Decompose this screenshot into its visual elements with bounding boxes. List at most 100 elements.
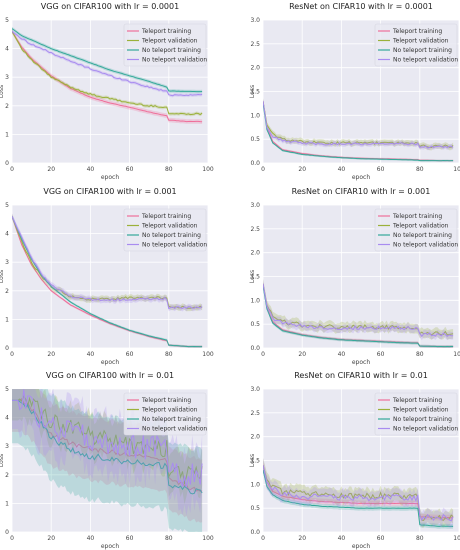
series-band <box>263 278 454 340</box>
x-tick-label: 80 <box>165 351 173 358</box>
x-axis-label: epoch <box>101 174 119 181</box>
legend-box <box>123 392 207 436</box>
series-line <box>12 389 203 488</box>
plot-series-layer <box>263 278 454 348</box>
series-line <box>12 395 203 485</box>
x-axis-label: epoch <box>352 359 370 366</box>
y-tick-label: 1.0 <box>250 481 260 488</box>
x-tick-label: 0 <box>10 535 14 542</box>
y-tick-label: 1.5 <box>250 458 260 465</box>
chart-title: ResNet on CIFAR10 with lr = 0.001 <box>292 187 431 196</box>
x-tick-label: 20 <box>47 351 55 358</box>
legend: Teleport training Teleport validation No t… <box>374 208 458 252</box>
y-tick-label: 0.5 <box>250 505 260 512</box>
y-tick-label: 2.0 <box>250 434 260 441</box>
legend-entry: No teleport validation <box>142 242 207 249</box>
y-tick-label: 2.5 <box>250 226 260 233</box>
x-tick-label: 60 <box>377 535 385 542</box>
series-line <box>12 216 203 309</box>
x-tick-label: 60 <box>377 351 385 358</box>
x-tick-label: 80 <box>165 166 173 173</box>
series-band <box>12 29 203 117</box>
y-axis-label: Loss <box>249 454 256 467</box>
y-tick-label: 0.5 <box>250 321 260 328</box>
x-tick-label: 60 <box>126 351 134 358</box>
y-axis-label: Loss <box>0 270 5 283</box>
x-axis-label: epoch <box>101 359 119 366</box>
chart-title: ResNet on CIFAR10 with lr = 0.0001 <box>289 2 433 11</box>
chart-panel-6: 0.0 0.5 1.0 1.5 2.0 2.5 3.0 0 20 40 60 80 100 ResNet … <box>249 371 460 550</box>
y-tick-label: 4 <box>5 46 9 53</box>
x-tick-label: 40 <box>87 166 95 173</box>
legend-box <box>374 392 458 436</box>
x-tick-label: 40 <box>87 351 95 358</box>
legend-entry: Teleport training <box>141 28 191 35</box>
x-tick-label: 100 <box>202 166 214 173</box>
plot-series-layer <box>263 98 454 162</box>
y-tick-label: 0.5 <box>250 136 260 143</box>
legend-entry: Teleport training <box>392 28 442 35</box>
y-tick-label: 0 <box>5 160 9 167</box>
y-tick-label: 0 <box>5 529 9 536</box>
x-tick-label: 100 <box>202 351 214 358</box>
y-axis-label: Loss <box>0 454 5 467</box>
series-line <box>263 469 454 527</box>
legend-box <box>123 208 207 252</box>
x-tick-label: 40 <box>87 535 95 542</box>
legend-entry: No teleport validation <box>393 57 458 64</box>
legend-box <box>123 23 207 67</box>
series-band <box>263 98 454 151</box>
y-tick-label: 3 <box>5 74 9 81</box>
legend-entry: No teleport validation <box>393 242 458 249</box>
series-line <box>12 31 203 123</box>
legend: Teleport training Teleport validation No t… <box>374 23 458 67</box>
x-axis-label: epoch <box>352 174 370 181</box>
y-axis-label: Loss <box>249 270 256 283</box>
legend-box <box>374 208 458 252</box>
series-band <box>263 458 454 528</box>
series-line <box>12 216 203 310</box>
x-tick-label: 80 <box>416 351 424 358</box>
y-tick-label: 1.0 <box>250 297 260 304</box>
legend-entry: Teleport validation <box>392 223 449 230</box>
y-tick-label: 1.0 <box>250 112 260 119</box>
legend-entry: Teleport training <box>141 397 191 404</box>
x-tick-label: 100 <box>453 166 460 173</box>
x-axis-label: epoch <box>101 543 119 550</box>
x-tick-label: 20 <box>298 166 306 173</box>
series-line <box>263 100 454 149</box>
series-line <box>263 465 454 519</box>
x-tick-label: 20 <box>47 535 55 542</box>
y-tick-label: 0.0 <box>250 160 260 167</box>
y-tick-label: 3.0 <box>250 202 260 209</box>
legend-entry: No teleport training <box>393 232 452 239</box>
x-tick-label: 80 <box>416 535 424 542</box>
chart-panel-5: 0 1 2 3 4 5 0 20 40 60 80 100 VGG on CIFAR100 with l… <box>0 371 214 550</box>
chart-panel-2: 0.0 0.5 1.0 1.5 2.0 2.5 3.0 0 20 40 60 80 100 ResNet … <box>249 2 460 181</box>
x-tick-label: 100 <box>453 351 460 358</box>
chart-title: VGG on CIFAR100 with lr = 0.0001 <box>41 2 179 11</box>
legend-entry: No teleport training <box>393 416 452 423</box>
y-tick-label: 3 <box>5 443 9 450</box>
x-tick-label: 60 <box>377 166 385 173</box>
x-tick-label: 100 <box>202 535 214 542</box>
y-axis-label: Loss <box>0 85 5 98</box>
x-tick-label: 20 <box>298 351 306 358</box>
y-tick-label: 4 <box>5 231 9 238</box>
series-line <box>12 216 203 348</box>
y-tick-label: 3.0 <box>250 17 260 24</box>
series-band <box>263 98 454 151</box>
x-tick-label: 0 <box>261 166 265 173</box>
legend-entry: No teleport validation <box>393 426 458 433</box>
legend-entry: No teleport training <box>142 416 201 423</box>
legend-entry: Teleport training <box>392 213 442 220</box>
series-band <box>263 458 454 528</box>
series-line <box>263 465 454 522</box>
series-band <box>263 279 454 341</box>
legend: Teleport training Teleport validation No t… <box>123 392 207 436</box>
legend-entry: Teleport validation <box>392 407 449 414</box>
y-tick-label: 0.0 <box>250 529 260 536</box>
y-tick-label: 1.5 <box>250 89 260 96</box>
x-tick-label: 20 <box>47 166 55 173</box>
